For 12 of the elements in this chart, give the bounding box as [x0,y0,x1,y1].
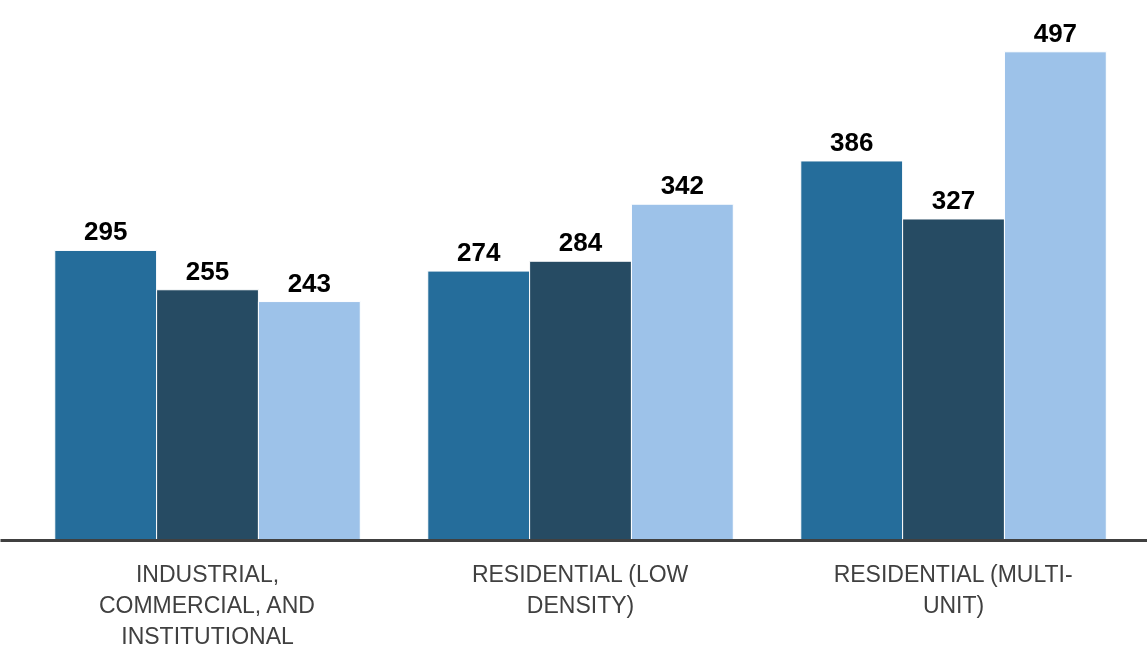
data-label: 284 [558,227,603,258]
x-tick-label: INDUSTRIAL, COMMERCIAL, AND INSTITUTIONAL [98,560,315,649]
data-label: 274 [457,237,501,268]
x-tick-label: RESIDENTIAL (LOW DENSITY) [471,560,689,618]
data-label: 327 [931,184,976,215]
data-label: 386 [830,126,874,157]
data-label: 497 [1033,17,1078,48]
x-tick-label: RESIDENTIAL (MULTI-UNIT) [833,560,1073,618]
data-label: 295 [84,216,128,247]
data-label: 255 [185,255,230,286]
data-label: 243 [287,267,332,298]
data-label: 342 [660,170,705,201]
